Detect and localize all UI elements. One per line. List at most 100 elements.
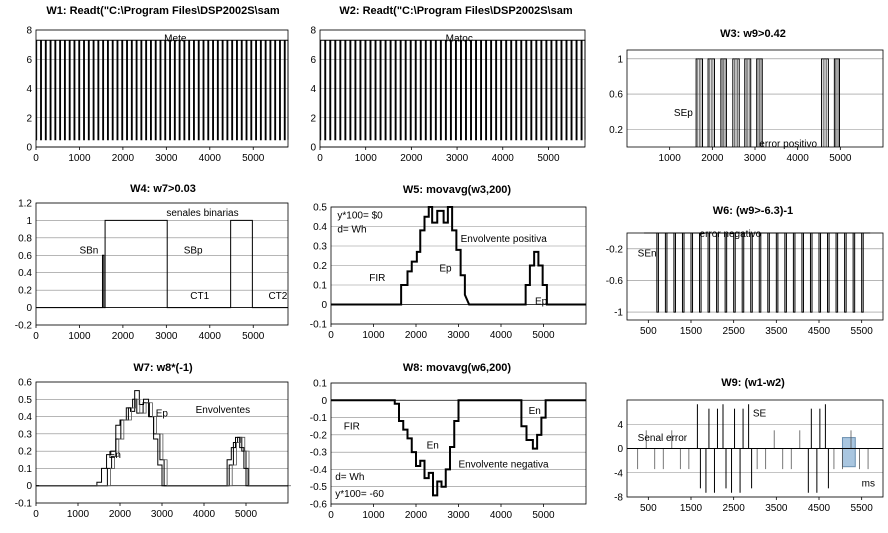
x-tick-label: 4000 [193,509,216,520]
series-sen-pulse [775,233,779,313]
annotation-label: error negativo [700,229,762,240]
series-sen-pulse [724,233,728,313]
chart-title: W5: movavg(w3,200) [403,184,512,196]
x-tick-label: 3500 [765,326,788,337]
y-tick-label: 0.8 [18,233,32,244]
y-tick-label: -0.1 [310,320,328,331]
x-tick-label: 1500 [680,326,703,337]
x-tick-label: 500 [640,326,657,337]
annotation-label: ms [862,479,875,490]
series-sen-pulse [852,233,856,313]
plot-frame [330,382,587,505]
x-tick-label: 1000 [362,510,385,521]
chart-title: W8: movavg(w6,200) [403,362,512,374]
plot-frame [626,49,884,148]
y-tick-label: -0.1 [15,499,33,510]
annotation-label: Ep [439,263,452,274]
x-tick-label: 0 [33,509,39,520]
chart-title: W4: w7>0.03 [130,183,196,195]
series-en [36,390,288,487]
annotation-label: En [427,441,439,452]
x-tick-label: 5500 [851,326,874,337]
x-tick-label: 2000 [112,153,135,164]
series-sen-pulse [690,233,694,313]
series-mete [36,39,289,141]
y-tick-label: 1 [617,54,623,65]
plot-frame [35,29,289,148]
y-tick-label: -1 [614,308,623,319]
series-sen-pulse [844,233,847,313]
series-sen-pulse [656,233,659,313]
series-sen-pulse [681,233,685,313]
series-sen-pulse [699,233,702,313]
series-sen-pulse [801,233,804,313]
x-tick-label: 3500 [765,503,788,514]
annotation-label: Senal error [638,433,688,444]
plot-frame [330,206,587,325]
y-tick-label: 0.4 [18,412,32,423]
x-tick-label: 3000 [447,510,470,521]
chart-w8: W8: movavg(w6,200) -0.6 -0.5 -0.4 -0.3 -0.2 -0… [310,362,587,521]
x-tick-label: 4000 [490,510,513,521]
y-tick-label: 0 [26,143,32,154]
x-tick-label: 2500 [723,503,746,514]
x-tick-label: 5500 [851,503,874,514]
x-tick-label: 1000 [659,153,682,164]
y-tick-label: 2 [26,113,32,124]
y-tick-label: 4 [617,420,623,431]
x-tick-label: 500 [640,503,657,514]
annotation-label: Ep [156,409,169,420]
x-tick-label: 3000 [744,153,767,164]
x-tick-label: 5000 [235,509,258,520]
annotation-label: En [529,406,541,417]
x-tick-label: 4500 [808,326,831,337]
chart-title: W1: Readt("C:\Program Files\DSP2002S\sam [46,5,279,17]
x-tick-label: 2000 [400,153,423,164]
series-sen-pulse [818,233,822,313]
series-sen-pulse [716,233,719,313]
y-tick-label: -0.3 [310,448,328,459]
chart-w7: W7: w8*(-1)-0.100.10.20.30.40.50.60 1000 2… [15,362,291,520]
series-sen-pulse [835,233,839,313]
annotation-label: CT2 [268,291,287,302]
x-tick-label: 3000 [151,509,174,520]
y-tick-label: -0.1 [310,413,328,424]
y-tick-label: 0.1 [313,379,327,390]
chart-w2: W2: Readt("C:\Program Files\DSP2002S\sam… [310,5,586,164]
x-tick-label: 1000 [68,331,91,342]
y-tick-label: -0.4 [310,465,328,476]
x-tick-label: 2000 [405,330,428,341]
x-tick-label: 5000 [532,510,555,521]
annotation-label: Ep [535,297,548,308]
annotation-label: Envolventes [196,405,250,416]
series-sen-pulse [861,233,864,313]
annotation-label: error positivo [759,139,817,150]
chart-title: W9: (w1-w2) [721,377,785,389]
series-sen-pulse [767,233,770,313]
chart-w1: W1: Readt("C:\Program Files\DSP2002S\sam… [26,5,289,164]
chart-title: W7: w8*(-1) [133,362,193,374]
y-tick-label: 8 [26,26,32,37]
plot-frame [35,202,289,326]
y-tick-label: 6 [26,55,32,66]
series-ep [36,398,288,487]
series-en [331,399,586,497]
annotation-label: CT1 [190,291,209,302]
x-tick-label: 2500 [723,326,746,337]
series-sen-pulse [733,233,736,313]
y-tick-label: 2 [310,113,316,124]
y-tick-label: -0.5 [310,482,328,493]
x-tick-label: 0 [328,330,334,341]
annotation-label: Mete [164,34,187,45]
plot-frame [35,381,289,504]
x-tick-label: 5000 [242,331,265,342]
annotation-label: senales binarias [166,208,238,219]
y-tick-label: 0 [310,143,316,154]
x-tick-label: 4000 [199,153,222,164]
x-tick-label: 5000 [829,153,852,164]
chart-title: W2: Readt("C:\Program Files\DSP2002S\sam [339,5,572,17]
x-tick-label: 1000 [362,330,385,341]
x-tick-label: 5000 [242,153,265,164]
